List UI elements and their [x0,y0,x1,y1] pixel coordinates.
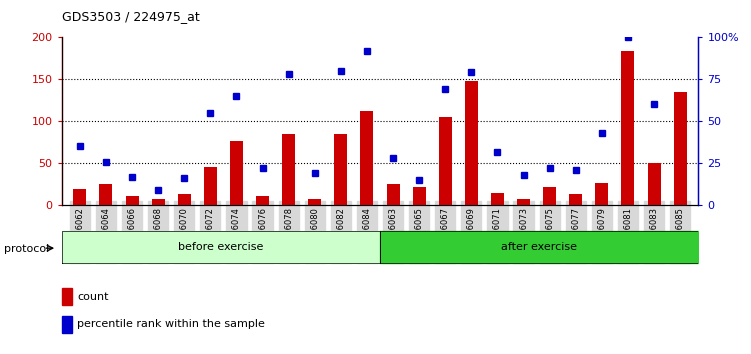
Bar [204,167,217,205]
Bar [360,111,373,205]
Bar [621,51,635,205]
Bar [256,196,269,205]
Bar [543,187,556,205]
Bar [439,117,452,205]
Bar [62,316,72,333]
Bar [125,196,139,205]
Bar [178,194,191,205]
Bar [74,188,86,205]
Text: count: count [77,291,109,302]
Bar [596,183,608,205]
Bar [569,194,582,205]
Text: protocol: protocol [4,244,49,253]
Text: percentile rank within the sample: percentile rank within the sample [77,319,265,329]
Bar [282,134,295,205]
Text: GDS3503 / 224975_at: GDS3503 / 224975_at [62,10,199,23]
Bar [334,134,348,205]
Bar [99,184,113,205]
Bar [387,184,400,205]
Bar [230,141,243,205]
Bar [308,199,321,205]
Text: after exercise: after exercise [501,242,578,252]
Bar [465,81,478,205]
Bar [491,193,504,205]
Text: before exercise: before exercise [178,242,264,252]
Bar [647,163,661,205]
Bar [517,199,530,205]
Bar [62,288,72,305]
Bar [412,187,426,205]
Bar [674,92,686,205]
Bar [152,199,164,205]
